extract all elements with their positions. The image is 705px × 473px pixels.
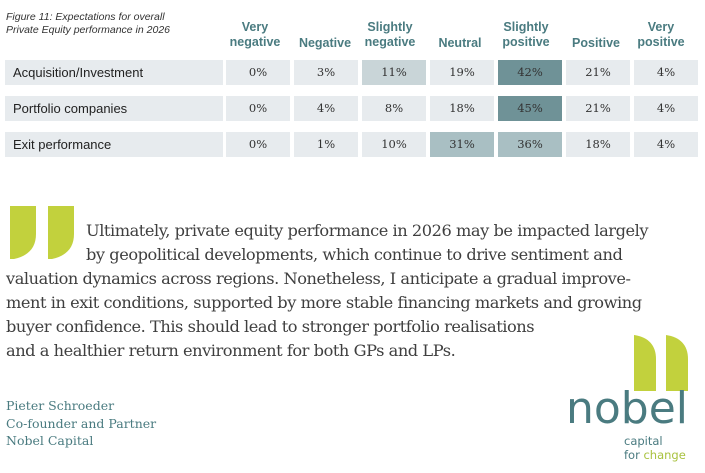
table-cell: 0% [226,132,290,157]
quote-line: valuation dynamics across regions. Nonet… [6,269,631,288]
table-cell: 18% [430,96,494,121]
column-header-negative: Negative [298,36,352,50]
table-cell: 4% [634,60,698,85]
quote-line: by geopolitical developments, which cont… [86,245,623,264]
table-cell: 36% [498,132,562,157]
nobel-logo-wordmark: nobel [566,383,689,434]
table-cell: 19% [430,60,494,85]
table-cell: 1% [294,132,358,157]
table-cell: 8% [362,96,426,121]
table-cell: 31% [430,132,494,157]
figure-caption: Figure 11: Expectations for overall Priv… [6,11,216,37]
attribution-company: Nobel Capital [6,433,94,448]
table-cell: 0% [226,60,290,85]
column-header-slightly-negative: Slightly negative [364,20,416,49]
row-label: Exit performance [13,137,112,152]
table-cell: 10% [362,132,426,157]
close-quote-icon [634,335,688,391]
table-cell: 42% [498,60,562,85]
table-cell: 4% [294,96,358,121]
attribution-title: Co-founder and Partner [6,415,157,431]
table-cell: 21% [566,96,630,121]
quote-line: and a healthier return environment for b… [6,341,456,360]
logo-tagline-line-2: for change [624,448,686,462]
table-cell: 45% [498,96,562,121]
column-header-neutral: Neutral [438,36,482,50]
table-cell: 0% [226,96,290,121]
attribution-name: Pieter Schroeder [6,398,115,413]
figure-caption-line-1: Figure 11: Expectations for overall [6,11,165,23]
table-cell: 11% [362,60,426,85]
logo-tagline-line-1: capital [624,434,663,448]
row-label: Acquisition/Investment [13,65,144,80]
column-header-very-negative: Very negative [229,20,281,49]
table-cell: 3% [294,60,358,85]
quote-line: ment in exit conditions, supported by mo… [6,293,642,312]
nobel-logo-tagline: capital for change [624,434,686,462]
quote-line: Ultimately, private equity performance i… [86,221,649,240]
row-label-background [5,132,223,157]
open-quote-icon [10,206,74,259]
row-label-background [5,96,223,121]
table-cell: 4% [634,132,698,157]
quote-line: buyer confidence. This should lead to st… [6,317,535,336]
column-header-slightly-positive: Slightly positive [502,20,550,49]
row-label-background [5,60,223,85]
table-cell: 21% [566,60,630,85]
table-cell: 4% [634,96,698,121]
quote-attribution: Pieter Schroeder Co-founder and Partner … [6,397,156,450]
column-header-positive: Positive [572,36,620,50]
figure-caption-line-2: Private Equity performance in 2026 [6,24,171,36]
quote-text: Ultimately, private equity performance i… [6,219,700,363]
row-label: Portfolio companies [13,101,128,116]
table-cell: 18% [566,132,630,157]
column-header-very-positive: Very positive [637,20,685,49]
